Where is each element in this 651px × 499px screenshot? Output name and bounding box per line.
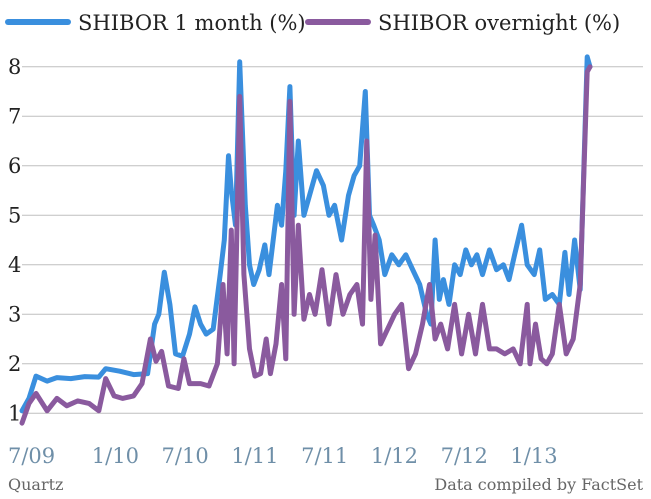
series-line-shibor-overnight	[19, 64, 593, 426]
legend-label: SHIBOR 1 month (%)	[78, 11, 306, 35]
x-axis: 7/09 1/10 7/10 1/11 7/11 1/12 7/12 1/13	[8, 444, 558, 468]
y-tick-label-5: 5	[8, 203, 21, 227]
plot-lines	[19, 54, 593, 426]
legend-label: SHIBOR overnight (%)	[378, 11, 620, 35]
y-tick-label-2: 2	[8, 352, 21, 376]
source-credit: Quartz	[8, 475, 63, 494]
legend-item-shibor-overnight: SHIBOR overnight (%)	[305, 11, 620, 35]
legend: SHIBOR 1 month (%) SHIBOR overnight (%)	[5, 11, 620, 35]
y-tick-label-1: 1	[8, 401, 21, 425]
x-tick-label: 1/10	[92, 444, 139, 468]
series-line-shibor-1-month	[19, 54, 593, 414]
data-credit: Data compiled by FactSet	[434, 475, 643, 494]
x-tick-label: 7/10	[162, 444, 209, 468]
x-tick-label: 7/11	[301, 444, 348, 468]
y-tick-label-8: 8	[8, 55, 21, 79]
x-tick-label: 7/09	[8, 444, 55, 468]
x-tick-label: 7/12	[441, 444, 488, 468]
x-tick-label: 1/13	[510, 444, 557, 468]
y-axis: 1 2 3 4 5 6 7 8	[8, 55, 21, 426]
y-tick-label-3: 3	[8, 302, 21, 326]
y-tick-label-4: 4	[8, 253, 21, 277]
x-tick-label: 1/11	[231, 444, 278, 468]
y-tick-label-7: 7	[8, 104, 21, 128]
y-tick-label-6: 6	[8, 154, 21, 178]
legend-item-shibor-1-month: SHIBOR 1 month (%)	[5, 11, 306, 35]
x-tick-label: 1/12	[371, 444, 418, 468]
